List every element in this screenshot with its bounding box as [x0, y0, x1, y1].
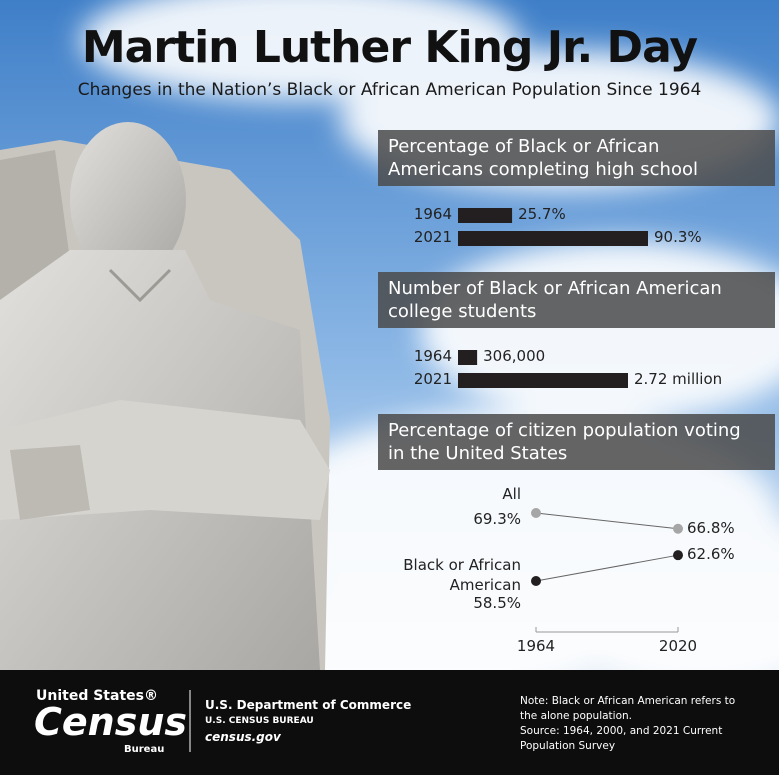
value-label: 90.3%: [654, 228, 702, 246]
series-name: All: [502, 485, 521, 503]
panel-header-bg: [378, 130, 775, 186]
series-line: [535, 554, 679, 582]
x-tick-label: 2020: [658, 637, 698, 655]
x-tick-label: 1964: [516, 637, 556, 655]
bar: [458, 350, 478, 365]
value-label: 2.72 million: [634, 370, 723, 388]
source: Source: 1964, 2000, and 2021 Current Pop…: [520, 725, 723, 752]
statue: [0, 122, 330, 670]
department: U.S. Department of Commerce: [205, 698, 412, 712]
panel-title: Percentage of citizen population voting …: [388, 420, 741, 464]
footer-band: [0, 670, 779, 775]
series-name: Black or African American: [403, 556, 521, 594]
panel-header-bg: [378, 272, 775, 328]
bureau: U.S. CENSUS BUREAU: [205, 716, 314, 726]
value-label: 66.8%: [687, 518, 735, 537]
logo-top: United States®: [36, 688, 158, 704]
note: Note: Black or African American refers t…: [520, 695, 736, 722]
point: [673, 550, 683, 561]
point: [531, 508, 541, 518]
bar: [458, 231, 648, 246]
value-label: 25.7%: [518, 205, 566, 223]
logo-main: Census: [34, 700, 188, 744]
value-label: 306,000: [483, 347, 546, 365]
series-line: [535, 512, 679, 530]
category-label: 1964: [413, 347, 452, 365]
point: [673, 523, 683, 534]
value-label: 69.3%: [473, 510, 521, 528]
bar: [458, 373, 628, 388]
panel-title: Number of Black or African American coll…: [388, 278, 722, 322]
panel-title: Percentage of Black or African Americans…: [388, 136, 698, 180]
subtitle: Changes in the Nation’s Black or African…: [77, 80, 702, 100]
panel-header-bg: [378, 414, 775, 470]
category-label: 2021: [413, 370, 452, 388]
bar: [458, 208, 513, 223]
value-label: 62.6%: [687, 545, 735, 564]
title: Martin Luther King Jr. Day: [81, 22, 698, 73]
logo-bottom: Bureau: [124, 744, 165, 755]
value-label: 58.5%: [473, 594, 521, 612]
category-label: 1964: [413, 205, 452, 223]
point: [531, 576, 541, 586]
category-label: 2021: [413, 228, 452, 246]
website: census.gov: [205, 730, 281, 744]
